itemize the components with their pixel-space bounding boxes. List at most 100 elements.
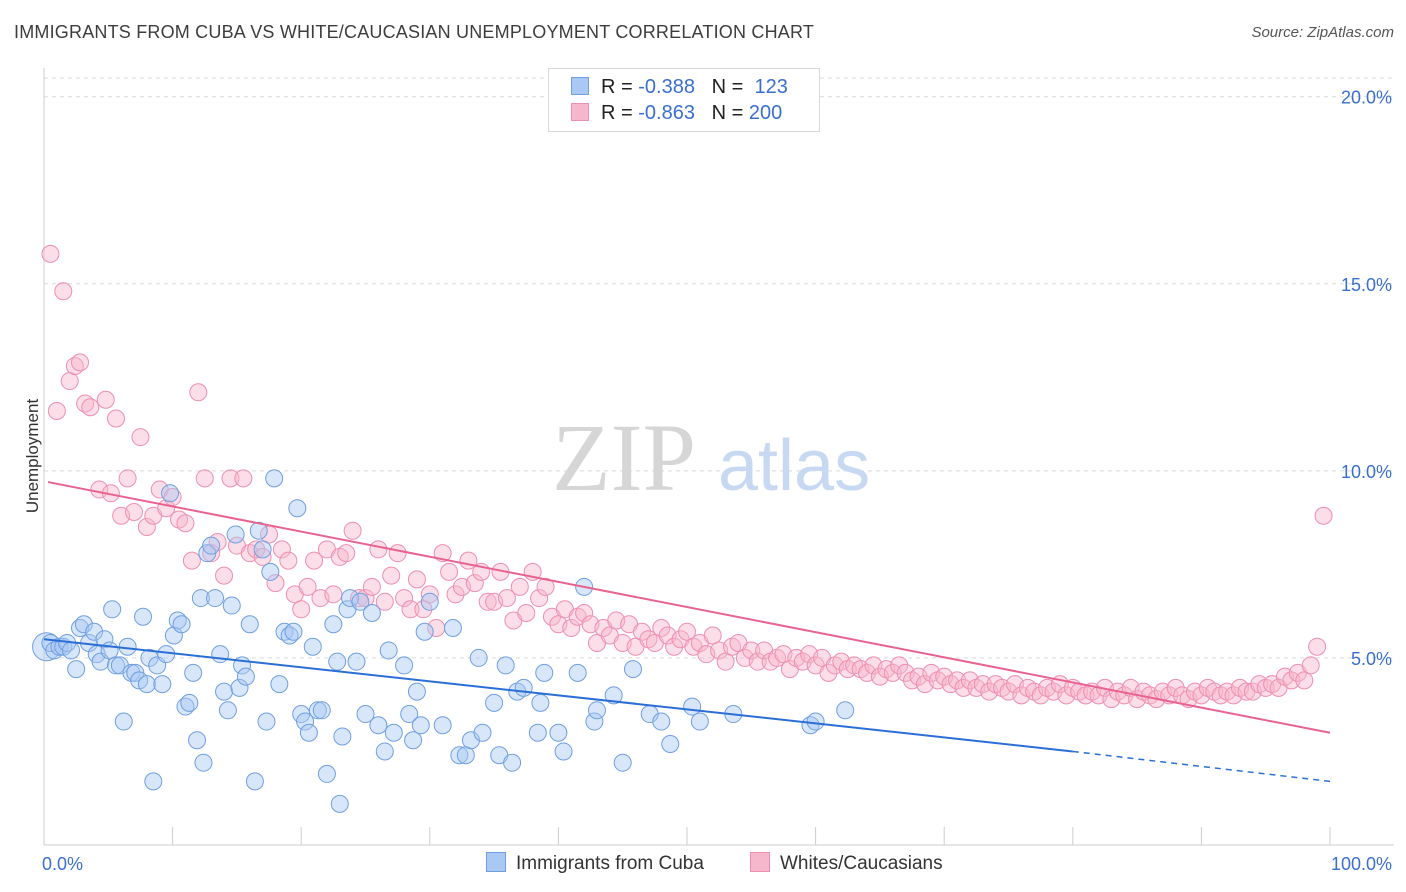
- r-label: R =: [601, 76, 633, 98]
- data-point-immigrants-from-cuba: [191, 589, 210, 608]
- data-point-immigrants-from-cuba: [433, 716, 452, 735]
- data-point-immigrants-from-cuba: [144, 772, 163, 791]
- legend-swatch-blue: [571, 77, 589, 95]
- data-point-immigrants-from-cuba: [95, 630, 114, 649]
- data-point-whites-caucasians: [716, 652, 735, 671]
- data-point-immigrants-from-cuba: [347, 652, 366, 671]
- data-point-immigrants-from-cuba: [356, 705, 375, 724]
- data-point-whites-caucasians: [362, 577, 381, 596]
- data-point-whites-caucasians: [517, 604, 536, 623]
- data-point-whites-caucasians: [678, 622, 696, 641]
- data-point-immigrants-from-cuba: [341, 589, 360, 608]
- source-label: Source: ZipAtlas.com: [1251, 24, 1394, 41]
- data-point-whites-caucasians: [131, 428, 150, 447]
- data-point-whites-caucasians: [401, 600, 420, 619]
- data-point-whites-caucasians: [324, 585, 343, 604]
- series-immigrants-from-cuba: [32, 469, 855, 813]
- data-point-whites-caucasians: [1314, 506, 1333, 525]
- data-point-immigrants-from-cuba: [450, 746, 469, 765]
- data-point-immigrants-from-cuba: [330, 794, 349, 813]
- data-point-immigrants-from-cuba: [103, 600, 122, 619]
- data-point-whites-caucasians: [530, 589, 549, 608]
- data-point-immigrants-from-cuba: [683, 697, 702, 716]
- data-point-immigrants-from-cuba: [568, 663, 587, 682]
- r-label: R =: [601, 102, 633, 124]
- data-point-immigrants-from-cuba: [623, 660, 642, 679]
- data-point-immigrants-from-cuba: [172, 615, 191, 634]
- axes: [43, 68, 1394, 846]
- data-point-whites-caucasians: [176, 514, 195, 533]
- data-point-immigrants-from-cuba: [514, 678, 533, 697]
- x-tick-label: 100.0%: [1331, 854, 1392, 874]
- data-point-immigrants-from-cuba: [249, 521, 268, 540]
- legend-swatch-pink: [750, 852, 770, 872]
- data-point-immigrants-from-cuba: [473, 723, 492, 742]
- grid-lines: [44, 77, 1394, 659]
- data-point-whites-caucasians: [202, 544, 221, 563]
- legend-item-immigrants-from-cuba[interactable]: Immigrants from Cuba: [486, 852, 704, 875]
- data-point-immigrants-from-cuba: [456, 746, 475, 765]
- data-point-immigrants-from-cuba: [312, 701, 331, 720]
- tick-labels: 5.0% 10.0% 15.0% 20.0% 0.0% 100.0%: [42, 88, 1392, 874]
- trend-line-extension-immigrants-from-cuba: [1072, 750, 1331, 783]
- trend-line-whites-caucasians: [47, 481, 1331, 734]
- data-point-whites-caucasians: [536, 577, 555, 596]
- trend-line-immigrants-from-cuba: [43, 638, 1073, 753]
- data-point-whites-caucasians: [478, 592, 497, 611]
- data-point-whites-caucasians: [234, 469, 253, 488]
- stats-legend: R = -0.388 N = 123 R = -0.863 N = 200: [548, 68, 820, 132]
- data-point-immigrants-from-cuba: [261, 562, 280, 581]
- data-point-whites-caucasians: [562, 618, 581, 637]
- data-point-immigrants-from-cuba: [379, 641, 398, 660]
- data-point-whites-caucasians: [189, 383, 208, 402]
- data-point-whites-caucasians: [81, 398, 100, 417]
- data-point-whites-caucasians: [440, 562, 459, 581]
- data-point-whites-caucasians: [54, 282, 73, 301]
- data-point-whites-caucasians: [883, 663, 902, 682]
- data-point-immigrants-from-cuba: [122, 663, 141, 682]
- data-point-immigrants-from-cuba: [253, 540, 272, 559]
- data-point-whites-caucasians: [107, 409, 126, 428]
- y-tick-label: 15.0%: [1341, 275, 1392, 295]
- legend-item-whites-caucasians[interactable]: Whites/Caucasians: [750, 852, 943, 875]
- data-point-whites-caucasians: [182, 551, 201, 570]
- data-point-whites-caucasians: [1308, 637, 1327, 656]
- data-point-whites-caucasians: [137, 517, 156, 536]
- data-point-immigrants-from-cuba: [296, 712, 315, 731]
- data-point-immigrants-from-cuba: [303, 637, 322, 656]
- data-point-immigrants-from-cuba: [384, 723, 403, 742]
- data-point-whites-caucasians: [118, 469, 137, 488]
- data-point-immigrants-from-cuba: [211, 645, 230, 664]
- data-point-whites-caucasians: [652, 618, 671, 637]
- series-whites-caucasians: [41, 244, 1333, 709]
- data-point-immigrants-from-cuba: [404, 731, 423, 750]
- data-point-whites-caucasians: [343, 521, 362, 540]
- data-point-whites-caucasians: [446, 585, 465, 604]
- data-point-immigrants-from-cuba: [836, 701, 855, 720]
- data-point-whites-caucasians: [195, 469, 214, 488]
- data-point-immigrants-from-cuba: [531, 693, 550, 712]
- data-point-whites-caucasians: [41, 244, 60, 263]
- data-point-immigrants-from-cuba: [661, 734, 680, 753]
- data-point-immigrants-from-cuba: [62, 641, 81, 660]
- data-point-whites-caucasians: [337, 544, 356, 563]
- watermark: ZIP atlas: [552, 404, 870, 511]
- chart-title: IMMIGRANTS FROM CUBA VS WHITE/CAUCASIAN …: [14, 22, 815, 42]
- data-point-immigrants-from-cuba: [215, 682, 234, 701]
- data-point-immigrants-from-cuba: [308, 701, 327, 720]
- legend-label: Whites/Caucasians: [780, 853, 943, 874]
- data-point-whites-caucasians: [748, 652, 767, 671]
- data-point-immigrants-from-cuba: [324, 615, 343, 634]
- data-point-immigrants-from-cuba: [806, 712, 825, 731]
- data-point-immigrants-from-cuba: [690, 712, 709, 731]
- data-point-whites-caucasians: [973, 675, 992, 694]
- data-point-immigrants-from-cuba: [100, 641, 119, 660]
- data-point-whites-caucasians: [266, 574, 285, 593]
- data-point-whites-caucasians: [497, 589, 516, 608]
- n-label: N =: [711, 76, 744, 98]
- n-label: N =: [711, 102, 744, 124]
- data-point-immigrants-from-cuba: [184, 663, 203, 682]
- data-point-whites-caucasians: [1282, 671, 1301, 690]
- data-point-whites-caucasians: [395, 589, 414, 608]
- data-point-whites-caucasians: [954, 678, 973, 697]
